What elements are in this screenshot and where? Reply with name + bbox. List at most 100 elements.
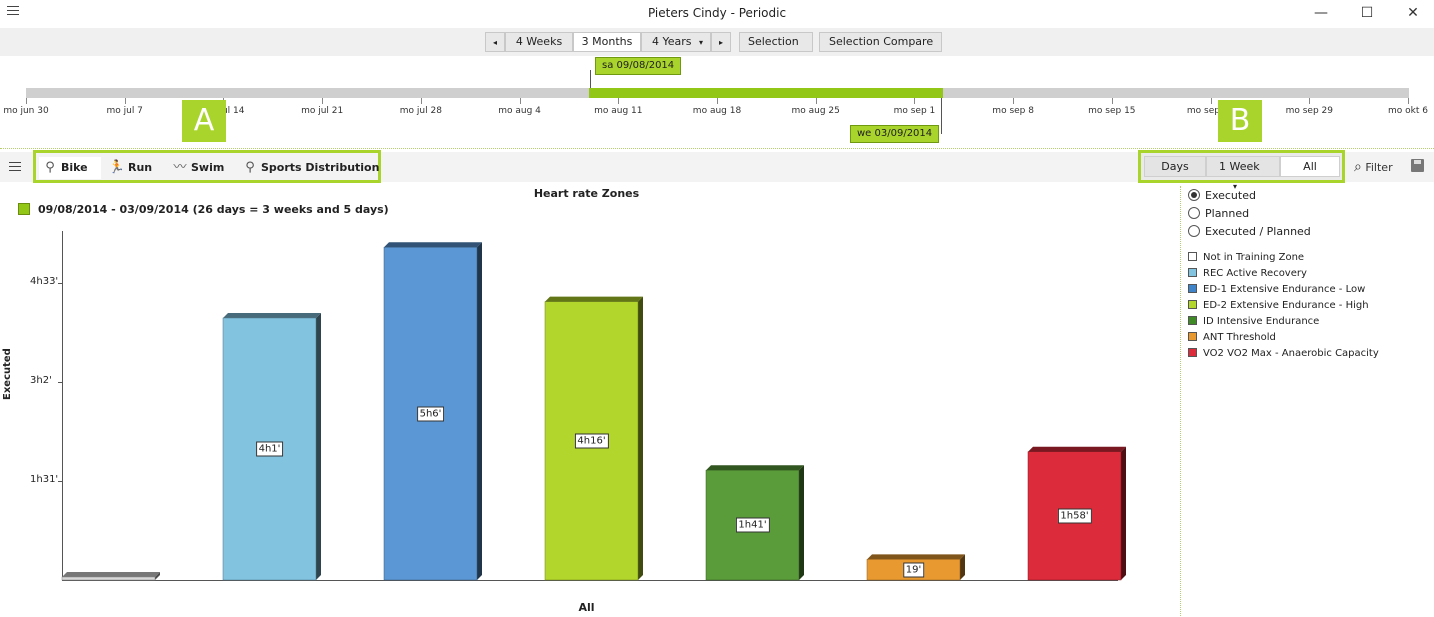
timeline-tick	[815, 98, 817, 104]
legend-item: VO2 VO2 Max - Anaerobic Capacity	[1188, 346, 1428, 362]
chevron-down-icon: ▾	[1233, 182, 1238, 191]
bar-top	[706, 465, 804, 471]
mode-radio-executed[interactable]: Executed	[1188, 188, 1428, 206]
sport-tab-sports-distribution[interactable]: ⚲ Sports Distribution	[239, 157, 379, 179]
minimize-button[interactable]: —	[1314, 5, 1328, 21]
legend-item: ED-2 Extensive Endurance - High	[1188, 298, 1428, 314]
legend-swatch	[1188, 268, 1197, 277]
timeline-tick	[124, 98, 126, 104]
selection-compare-dropdown[interactable]: Selection Compare ▾	[819, 32, 942, 65]
timeline-tick	[618, 98, 620, 104]
bar-top	[867, 554, 965, 560]
end-date-flag[interactable]: we 03/09/2014	[850, 125, 940, 143]
sport-tab-run[interactable]: 🏃 Run	[106, 157, 152, 179]
timeline-label: mo sep 29	[1285, 106, 1333, 116]
timeline-label: mo jul 7	[106, 106, 143, 116]
radio-icon[interactable]	[1188, 189, 1200, 201]
timeline-tick	[1013, 98, 1015, 104]
bar-value-label: 19'	[902, 562, 925, 578]
timeline-label: mo sep 15	[1088, 106, 1136, 116]
period-all-button[interactable]: All	[1280, 156, 1340, 177]
next-period-button[interactable]: ▸	[711, 32, 731, 52]
range-3-months-button[interactable]: 3 Months	[573, 32, 641, 52]
mode-radio-executed-planned[interactable]: Executed / Planned	[1188, 224, 1428, 242]
right-panel: Executed Planned Executed / Planned Not in…	[1188, 188, 1428, 362]
mode-label: Executed / Planned	[1205, 225, 1311, 238]
legend-label: ED-2 Extensive Endurance - High	[1203, 300, 1369, 311]
range-4-years-button[interactable]: 4 Years ▾	[641, 32, 711, 52]
start-date-flag[interactable]: sa 09/08/2014	[595, 57, 682, 75]
bar-top	[62, 572, 160, 577]
save-icon[interactable]	[1411, 159, 1424, 172]
timeline-tick	[519, 98, 521, 104]
timeline-separator	[0, 148, 1434, 149]
bar-value-label: 5h6'	[416, 406, 445, 422]
bar-side	[477, 242, 482, 580]
legend-label: ED-1 Extensive Endurance - Low	[1203, 284, 1366, 295]
y-tick	[58, 283, 62, 285]
bar-chart-svg	[61, 242, 1126, 581]
panel-menu-icon[interactable]	[9, 162, 21, 174]
filter-label: Filter	[1365, 161, 1393, 174]
callout-b: B	[1218, 100, 1262, 142]
sport-tab-label: Run	[128, 161, 153, 174]
bike-icon: ⚲	[45, 160, 55, 175]
period-legend-label: 09/08/2014 - 03/09/2014 (26 days = 3 wee…	[38, 203, 389, 216]
mode-label: Planned	[1205, 207, 1250, 220]
period-legend-swatch	[18, 203, 30, 215]
bar-side	[1121, 446, 1126, 580]
timeline-selection[interactable]	[589, 88, 943, 98]
legend-swatch	[1188, 284, 1197, 293]
radio-icon[interactable]	[1188, 207, 1200, 219]
bar-side	[155, 572, 160, 580]
bar-top	[545, 296, 643, 302]
range-4-weeks-button[interactable]: 4 Weeks	[505, 32, 573, 52]
bar-value-label: 4h16'	[574, 433, 609, 449]
y-tick-label: 3h2'	[30, 375, 52, 387]
title-bar: Pieters Cindy - Periodic — ☐ ✕	[0, 0, 1434, 28]
sport-selector: ⚲ Bike 🏃 Run 〰 Swim ⚲ Sports Distribution	[33, 150, 381, 183]
period-week-dropdown[interactable]: 1 Week ▾	[1206, 156, 1280, 191]
legend-swatch	[1188, 252, 1197, 261]
timeline-label: mo jul 21	[301, 106, 344, 116]
bar-side	[316, 312, 321, 580]
sport-tab-label: Sports Distribution	[261, 161, 380, 174]
chevron-down-icon: ▾	[699, 38, 704, 47]
sports-distribution-icon: ⚲	[245, 160, 255, 175]
legend-item: REC Active Recovery	[1188, 266, 1428, 282]
period-days-button[interactable]: Days	[1144, 156, 1206, 177]
selection-dropdown[interactable]: Selection ▾	[739, 32, 813, 65]
timeline-label: mo okt 6	[1388, 106, 1428, 116]
legend-swatch	[1188, 300, 1197, 309]
bar-top	[1028, 446, 1126, 452]
mode-radio-planned[interactable]: Planned	[1188, 206, 1428, 224]
legend-label: Not in Training Zone	[1203, 252, 1305, 263]
sport-tab-label: Bike	[61, 161, 88, 174]
legend-swatch	[1188, 348, 1197, 357]
window-title: Pieters Cindy - Periodic	[647, 6, 787, 20]
filter-button[interactable]: ⌕ Filter	[1354, 159, 1393, 175]
sport-tab-swim[interactable]: 〰 Swim	[169, 157, 224, 179]
timeline-label: mo jul 28	[399, 106, 442, 116]
legend-item: Not in Training Zone	[1188, 250, 1428, 266]
close-button[interactable]: ✕	[1407, 5, 1419, 21]
app-menu-icon[interactable]	[7, 6, 19, 18]
legend-label: ID Intensive Endurance	[1203, 316, 1320, 327]
period-week-label: 1 Week	[1219, 160, 1260, 173]
mode-label: Executed	[1205, 189, 1256, 202]
range-toolbar: ◂ 4 Weeks 3 Months 4 Years ▾ ▸ Selection…	[0, 28, 1434, 65]
prev-period-button[interactable]: ◂	[485, 32, 505, 52]
period-selector: Days 1 Week ▾ All	[1138, 150, 1345, 191]
callout-a: A	[182, 100, 226, 142]
radio-icon[interactable]	[1188, 225, 1200, 237]
chevron-right-icon: ▸	[718, 38, 723, 47]
timeline-tick	[717, 98, 718, 104]
timeline-tick	[1408, 98, 1409, 104]
maximize-button[interactable]: ☐	[1360, 5, 1374, 21]
legend-item: ANT Threshold	[1188, 330, 1428, 346]
bar[interactable]	[61, 572, 160, 581]
sport-tab-bike[interactable]: ⚲ Bike	[39, 157, 101, 179]
timeline-label: mo sep 22	[1186, 106, 1235, 116]
y-tick	[58, 382, 62, 384]
